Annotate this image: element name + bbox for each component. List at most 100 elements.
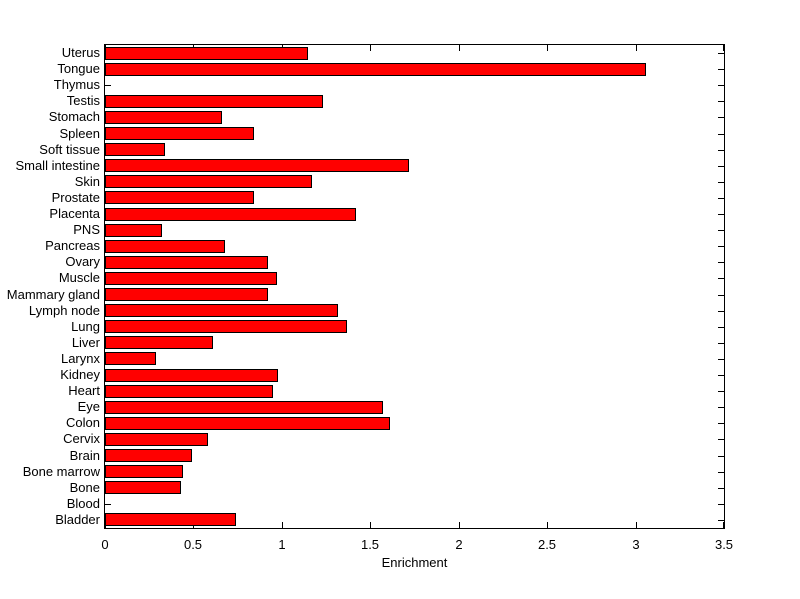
y-tick-label-small-intestine: Small intestine: [15, 158, 100, 173]
y-axis-tick-mark: [718, 327, 724, 328]
bar-prostate: [105, 191, 254, 204]
y-tick-label-liver: Liver: [71, 335, 100, 350]
y-axis-tick-mark: [718, 520, 724, 521]
bar-eye: [105, 401, 383, 414]
x-tick-label: 2.5: [537, 537, 557, 552]
x-tick-label: 2: [455, 537, 463, 552]
y-axis-tick-mark: [718, 359, 724, 360]
bar-colon: [105, 417, 390, 430]
y-axis-tick-mark: [718, 85, 724, 86]
y-axis-tick-mark: [718, 101, 724, 102]
bar-pancreas: [105, 240, 225, 253]
bar-spleen: [105, 127, 254, 140]
bar-heart: [105, 385, 273, 398]
bar-lung: [105, 320, 347, 333]
y-tick-label-larynx: Larynx: [60, 351, 100, 366]
x-axis-tick-mark: [636, 45, 637, 51]
y-tick-label-eye: Eye: [77, 399, 100, 414]
x-axis-tick-mark: [547, 45, 548, 51]
y-axis-tick-mark: [718, 262, 724, 263]
y-axis-tick-mark: [718, 504, 724, 505]
x-axis-tick-mark: [636, 522, 637, 528]
y-axis-tick-mark: [718, 246, 724, 247]
bar-kidney: [105, 369, 278, 382]
y-tick-label-kidney: Kidney: [60, 367, 100, 382]
y-tick-label-pancreas: Pancreas: [45, 238, 100, 253]
y-tick-label-heart: Heart: [68, 383, 100, 398]
x-tick-label: 0.5: [183, 537, 203, 552]
bar-uterus: [105, 47, 308, 60]
y-tick-label-bladder: Bladder: [55, 512, 100, 527]
y-axis-tick-mark: [105, 85, 111, 86]
y-axis-tick-mark: [718, 407, 724, 408]
y-tick-label-skin: Skin: [74, 174, 100, 189]
y-tick-label-muscle: Muscle: [58, 270, 100, 285]
x-tick-label: 0: [101, 537, 109, 552]
y-tick-label-lymph-node: Lymph node: [28, 303, 100, 318]
x-tick-label: 3: [632, 537, 640, 552]
x-axis-tick-mark: [459, 522, 460, 528]
y-tick-label-spleen: Spleen: [59, 126, 100, 141]
x-axis-tick-mark: [547, 522, 548, 528]
y-tick-label-cervix: Cervix: [63, 431, 100, 446]
plot-area: [104, 44, 725, 529]
bar-small-intestine: [105, 159, 409, 172]
x-axis-tick-mark: [370, 45, 371, 51]
bar-stomach: [105, 111, 222, 124]
y-tick-label-placenta: Placenta: [49, 206, 100, 221]
bar-tongue: [105, 63, 646, 76]
y-tick-label-ovary: Ovary: [65, 254, 100, 269]
y-axis-tick-mark: [105, 504, 111, 505]
bar-brain: [105, 449, 192, 462]
y-axis-tick-mark: [718, 456, 724, 457]
y-tick-label-mammary-gland: Mammary gland: [6, 287, 100, 302]
y-axis-tick-mark: [718, 198, 724, 199]
y-axis-tick-mark: [718, 230, 724, 231]
y-axis-tick-mark: [718, 69, 724, 70]
bar-placenta: [105, 208, 356, 221]
y-tick-label-prostate: Prostate: [51, 190, 100, 205]
y-axis-tick-mark: [718, 53, 724, 54]
y-tick-label-brain: Brain: [69, 448, 100, 463]
y-axis-tick-mark: [718, 117, 724, 118]
bar-bladder: [105, 513, 236, 526]
bar-mammary-gland: [105, 288, 268, 301]
y-axis-tick-mark: [718, 423, 724, 424]
y-tick-label-testis: Testis: [66, 93, 100, 108]
y-axis-tick-mark: [718, 472, 724, 473]
bar-larynx: [105, 352, 156, 365]
bar-lymph-node: [105, 304, 338, 317]
x-axis-tick-mark: [459, 45, 460, 51]
y-tick-label-lung: Lung: [71, 319, 100, 334]
y-tick-label-uterus: Uterus: [61, 45, 100, 60]
x-tick-label: 1.5: [360, 537, 380, 552]
y-axis-tick-mark: [718, 295, 724, 296]
bar-liver: [105, 336, 213, 349]
y-tick-label-bone-marrow: Bone marrow: [22, 464, 100, 479]
y-axis-tick-mark: [718, 311, 724, 312]
bar-skin: [105, 175, 312, 188]
bar-testis: [105, 95, 323, 108]
y-axis-tick-mark: [718, 134, 724, 135]
y-axis-tick-mark: [718, 439, 724, 440]
y-tick-label-stomach: Stomach: [48, 109, 100, 124]
x-axis-tick-mark: [282, 522, 283, 528]
y-axis-tick-mark: [718, 488, 724, 489]
y-tick-label-pns: PNS: [73, 222, 100, 237]
bar-soft-tissue: [105, 143, 165, 156]
x-axis-tick-mark: [723, 522, 724, 528]
y-tick-label-blood: Blood: [66, 496, 100, 511]
bar-bone: [105, 481, 181, 494]
x-axis-tick-mark: [723, 45, 724, 51]
bar-bone-marrow: [105, 465, 183, 478]
y-axis-tick-mark: [718, 375, 724, 376]
y-axis-tick-mark: [718, 150, 724, 151]
y-axis-tick-mark: [718, 278, 724, 279]
y-axis-tick-mark: [718, 182, 724, 183]
bar-cervix: [105, 433, 208, 446]
x-tick-label: 1: [278, 537, 286, 552]
y-axis-tick-mark: [718, 166, 724, 167]
x-tick-label: 3.5: [714, 537, 734, 552]
